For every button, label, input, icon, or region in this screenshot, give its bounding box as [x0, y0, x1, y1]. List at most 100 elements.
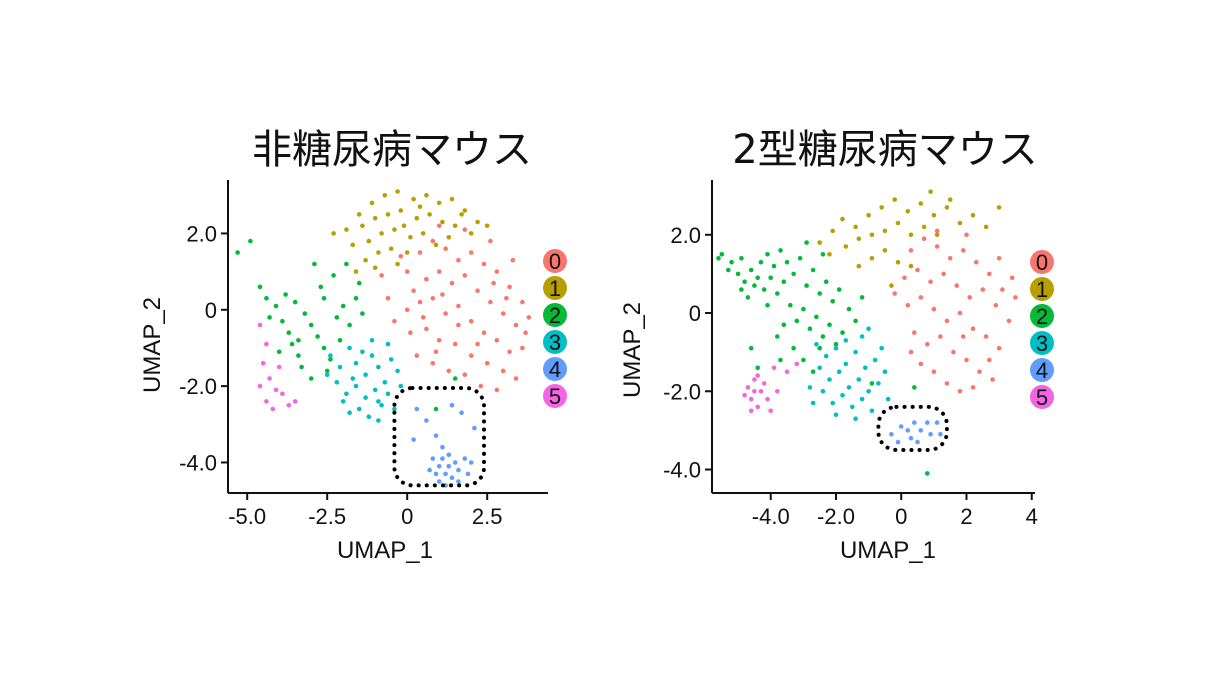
data-point-cluster-3 — [827, 377, 832, 382]
data-point-cluster-0 — [977, 369, 982, 375]
data-point-cluster-4 — [414, 406, 420, 412]
data-point-cluster-1 — [934, 232, 940, 238]
x-axis-title: UMAP_1 — [337, 537, 433, 564]
data-point-cluster-2 — [830, 299, 835, 304]
data-point-cluster-1 — [363, 257, 368, 263]
data-point-cluster-3 — [347, 410, 352, 416]
data-point-cluster-1 — [385, 212, 391, 217]
data-point-cluster-0 — [408, 330, 413, 336]
data-point-cluster-5 — [775, 389, 780, 394]
data-point-cluster-0 — [983, 334, 989, 339]
data-point-cluster-1 — [440, 219, 445, 225]
data-point-cluster-1 — [484, 223, 490, 229]
data-point-cluster-1 — [382, 193, 388, 198]
data-point-cluster-3 — [859, 396, 865, 402]
data-point-cluster-0 — [404, 307, 410, 313]
data-point-cluster-0 — [954, 283, 959, 288]
data-point-cluster-0 — [420, 315, 426, 320]
data-point-cluster-1 — [331, 231, 336, 236]
data-point-cluster-1 — [366, 238, 372, 244]
y-axis-title: UMAP_2 — [139, 297, 166, 393]
data-point-cluster-0 — [513, 322, 519, 328]
data-point-cluster-1 — [379, 231, 384, 236]
data-point-cluster-1 — [372, 265, 378, 271]
data-point-cluster-2 — [452, 376, 458, 381]
data-point-cluster-1 — [395, 261, 400, 267]
data-point-cluster-1 — [356, 212, 362, 217]
umap-panel-non-diabetic: 非糖尿病マウス UMAP_1 UMAP_2 -5.0 -2.5 0 2.5 2.0 0 -2… — [139, 127, 567, 564]
data-point-cluster-1 — [957, 220, 963, 226]
data-point-cluster-0 — [520, 299, 525, 305]
data-point-cluster-5 — [758, 389, 764, 394]
data-point-cluster-1 — [417, 204, 423, 209]
data-point-cluster-0 — [934, 228, 940, 234]
data-point-cluster-5 — [748, 408, 754, 414]
data-point-cluster-3 — [836, 369, 842, 375]
data-point-cluster-1 — [882, 228, 888, 234]
data-point-cluster-2 — [318, 284, 324, 290]
data-point-cluster-1 — [446, 235, 452, 240]
data-point-cluster-1 — [376, 250, 381, 255]
x-tick-label: 2.5 — [472, 504, 503, 529]
data-point-cluster-4 — [905, 428, 911, 433]
data-point-cluster-2 — [347, 322, 352, 328]
data-point-cluster-2 — [729, 259, 734, 265]
data-point-cluster-0 — [500, 311, 506, 316]
data-point-cluster-0 — [967, 295, 972, 300]
data-point-cluster-2 — [820, 252, 826, 257]
data-point-cluster-1 — [388, 246, 394, 251]
data-point-cluster-0 — [957, 389, 963, 394]
data-point-cluster-2 — [719, 252, 725, 257]
data-point-cluster-1 — [414, 215, 420, 221]
data-point-cluster-0 — [523, 330, 528, 336]
data-point-cluster-0 — [443, 246, 448, 251]
data-point-cluster-2 — [778, 357, 783, 363]
data-point-cluster-2 — [292, 299, 298, 305]
data-point-cluster-1 — [918, 201, 924, 206]
data-point-cluster-2 — [791, 271, 796, 277]
data-point-cluster-1 — [983, 224, 989, 230]
data-point-cluster-0 — [951, 349, 956, 355]
data-point-cluster-4 — [424, 418, 429, 423]
data-point-cluster-3 — [347, 345, 352, 351]
data-point-cluster-3 — [882, 369, 888, 375]
data-point-cluster-4 — [449, 402, 455, 408]
data-point-cluster-2 — [344, 261, 349, 267]
data-point-cluster-1 — [411, 196, 416, 202]
data-point-cluster-0 — [443, 311, 448, 316]
data-point-cluster-0 — [411, 288, 416, 294]
data-point-cluster-0 — [436, 269, 442, 274]
data-point-cluster-2 — [283, 292, 288, 297]
data-point-cluster-5 — [752, 389, 757, 394]
data-point-cluster-4 — [459, 410, 464, 416]
data-point-cluster-2 — [810, 369, 816, 375]
legend-label: 1 — [549, 276, 561, 301]
data-point-cluster-1 — [853, 224, 858, 230]
data-point-cluster-0 — [510, 257, 516, 263]
data-point-cluster-2 — [859, 295, 865, 300]
data-point-cluster-3 — [344, 391, 349, 397]
data-point-cluster-2 — [853, 318, 858, 324]
data-point-cluster-0 — [452, 341, 458, 347]
data-point-cluster-5 — [771, 365, 777, 371]
data-point-cluster-2 — [752, 283, 757, 288]
data-point-cluster-4 — [918, 428, 924, 433]
data-point-cluster-1 — [928, 189, 933, 194]
data-point-cluster-0 — [938, 334, 943, 339]
panel-title: 非糖尿病マウス — [252, 127, 532, 173]
data-point-cluster-0 — [987, 271, 992, 277]
data-point-cluster-2 — [804, 240, 809, 245]
data-point-cluster-2 — [302, 311, 308, 316]
data-point-cluster-0 — [957, 310, 963, 316]
data-point-cluster-1 — [889, 283, 894, 288]
data-point-cluster-0 — [456, 303, 461, 309]
data-point-cluster-0 — [970, 385, 976, 390]
legend-key-2 — [1030, 304, 1054, 328]
data-point-cluster-4 — [472, 425, 477, 431]
data-point-cluster-0 — [947, 255, 953, 261]
data-point-cluster-3 — [392, 406, 397, 412]
data-point-cluster-1 — [452, 223, 458, 229]
data-point-cluster-3 — [843, 338, 849, 343]
data-point-cluster-0 — [918, 295, 924, 300]
data-point-cluster-2 — [742, 279, 747, 285]
